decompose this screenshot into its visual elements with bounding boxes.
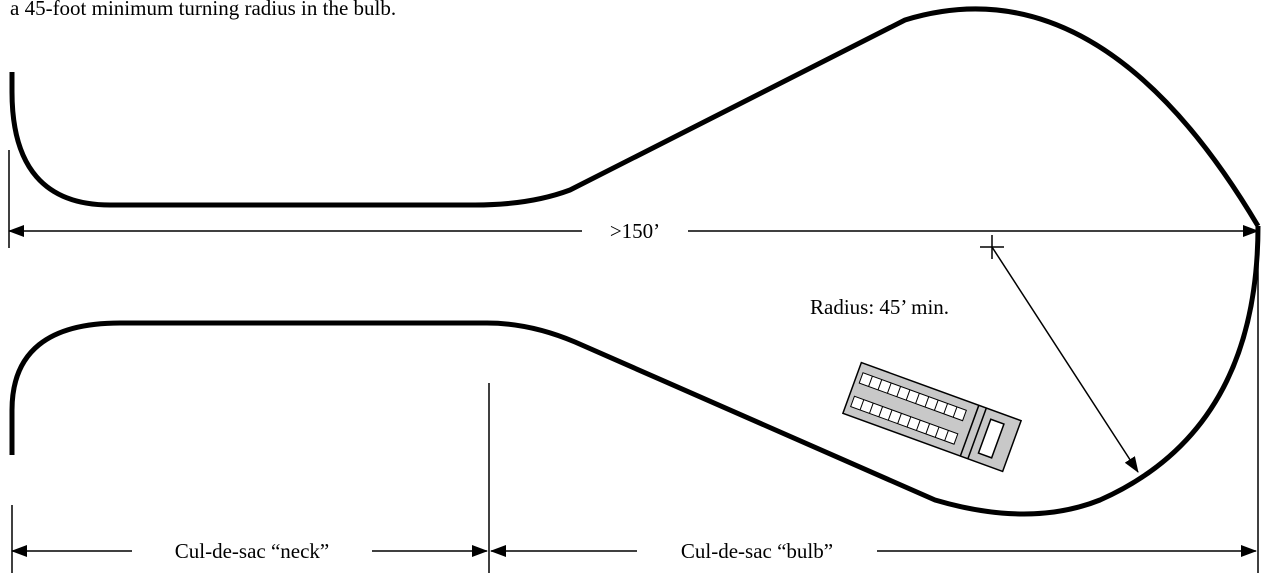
radius-label-bg — [808, 294, 1018, 320]
fire-truck-icon — [841, 361, 1023, 473]
upper-road-edge — [9, 6, 1261, 228]
neck-label: Cul-de-sac “neck” — [175, 539, 330, 563]
radius-label: Radius: 45’ min. — [810, 295, 949, 319]
overall-length-label: >150’ — [610, 219, 660, 243]
lower-road-edge — [9, 225, 1261, 517]
bulb-label: Cul-de-sac “bulb” — [681, 539, 833, 563]
radius-line — [991, 246, 1139, 473]
header-text: a 45-foot minimum turning radius in the … — [10, 0, 396, 20]
